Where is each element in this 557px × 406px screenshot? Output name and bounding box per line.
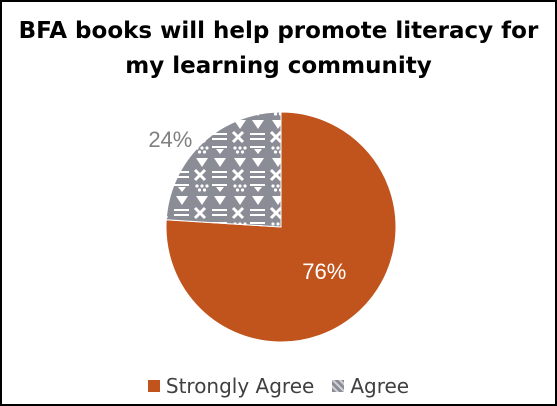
legend-item-strongly-agree: Strongly Agree (147, 374, 315, 398)
legend: Strongly Agree Agree (2, 374, 555, 398)
legend-label-strongly-agree: Strongly Agree (165, 374, 315, 398)
pie-label-agree: 24% (148, 127, 192, 152)
pie-slice-strongly-agree (165, 111, 397, 343)
legend-swatch-agree (332, 380, 345, 392)
pie-slice-labels: 76% 24% (148, 127, 346, 284)
chart-title-line-2: my learning community (125, 53, 432, 79)
pie-label-strongly-agree: 76% (302, 259, 346, 284)
pie-slices (165, 111, 397, 343)
legend-swatch-strongly-agree (147, 380, 160, 392)
legend-label-agree: Agree (350, 374, 410, 398)
chart-title-line-1: BFA books will help promote literacy for (18, 18, 539, 44)
chart-title: BFA books will help promote literacy for… (2, 14, 555, 84)
pie-slice-agree (165, 111, 282, 228)
legend-item-agree: Agree (332, 374, 409, 398)
